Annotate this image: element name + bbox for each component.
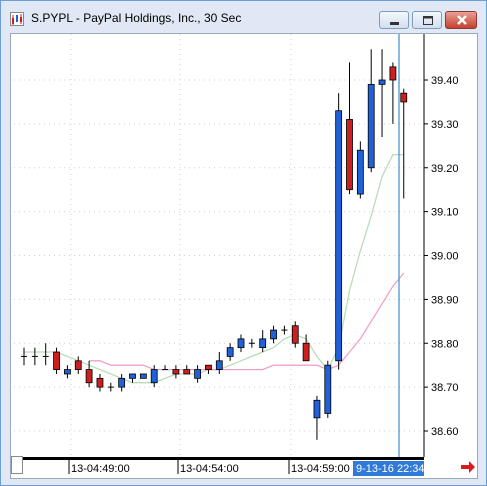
y-tick-label: 39.00 [431,251,459,263]
candle-down [302,342,310,362]
candle-down [346,119,353,191]
candle-down [74,360,82,370]
candle-down [183,369,191,375]
candle-up [237,338,245,349]
candle-up [226,347,234,357]
cursor-time-label: 9-13-16 22:34:00 [356,463,440,475]
candle-up [335,110,343,362]
window-title: S.PYPL - PayPal Holdings, Inc., 30 Sec [31,11,242,25]
minimize-button[interactable] [379,11,409,29]
time-axis-bar [23,457,424,460]
y-tick-label: 38.60 [431,426,459,438]
maximize-button[interactable] [412,11,442,29]
y-tick-label: 39.30 [431,119,459,131]
y-tick-label: 38.70 [431,382,459,394]
y-tick-label: 39.20 [431,163,459,175]
x-tick-label: 13-04:59:00 [291,463,350,475]
candle-up [118,377,126,388]
close-icon [457,15,467,25]
minimize-icon [390,22,399,25]
candle-down [172,369,180,375]
x-tick-label: 13-04:49:00 [71,463,130,475]
scroll-handle[interactable] [11,456,23,474]
moving-average-line [89,272,405,371]
candle-down [400,92,408,103]
title-bar[interactable]: S.PYPL - PayPal Holdings, Inc., 30 Sec [1,1,486,33]
candle-up [64,369,71,375]
candle-up [313,399,321,419]
candle-up [367,83,375,169]
y-tick-label: 38.80 [431,338,459,350]
candle-up [270,329,277,340]
candle-down [96,377,104,388]
candle-up [139,373,147,379]
y-tick-label: 39.10 [431,207,459,219]
candle-up [324,364,332,414]
maximize-icon [423,16,433,25]
candle-down [389,66,397,81]
candle-up [129,373,136,379]
candle-up [378,79,386,85]
y-tick-label: 39.40 [431,75,459,87]
candle-down [53,351,60,370]
cursor-time-label-bg [353,461,424,476]
candle-up [150,369,158,384]
scroll-right-arrow-icon[interactable] [460,460,476,474]
candle-up [356,149,364,195]
candle-down [85,369,93,384]
candle-up [194,369,202,379]
x-tick-label: 13-04:54:00 [180,463,239,475]
candle-down [205,364,212,370]
candle-up [215,360,223,370]
candle-up [259,338,267,349]
chart-app-icon [10,12,24,26]
candle-down [291,325,299,344]
y-tick-label: 38.90 [431,294,459,306]
close-button[interactable] [445,11,477,29]
